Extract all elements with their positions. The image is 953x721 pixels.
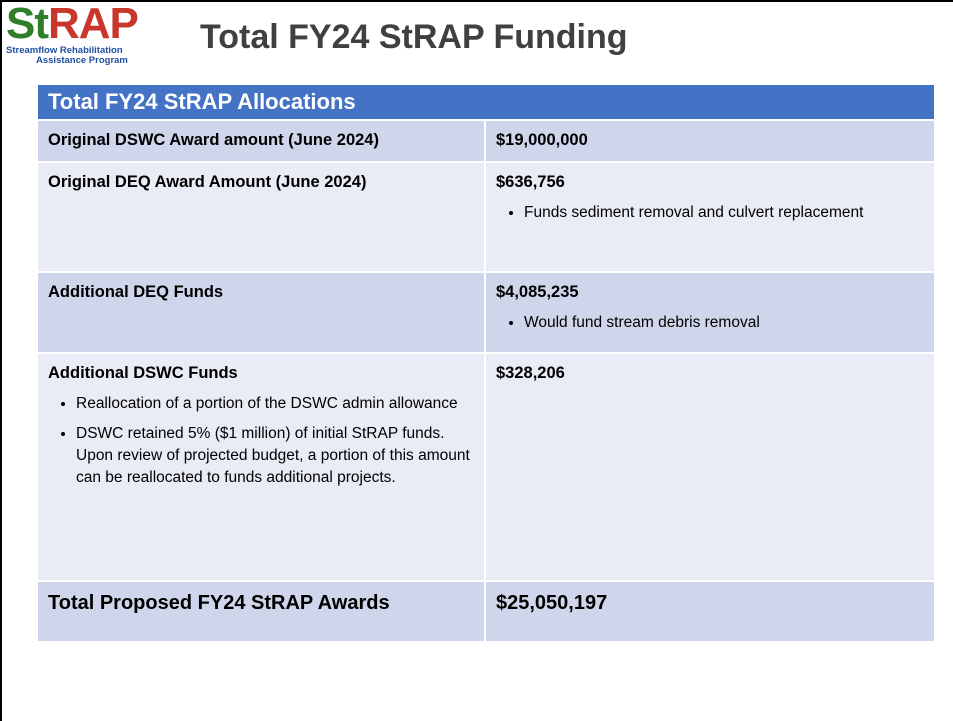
table-title: Total FY24 StRAP Allocations: [38, 85, 934, 120]
table-row: Additional DEQ Funds $4,085,235 Would fund…: [38, 271, 934, 353]
bullet: Funds sediment removal and culvert repla…: [524, 202, 924, 224]
row-label: Original DEQ Award Amount (June 2024): [48, 173, 367, 191]
table-row: Original DEQ Award Amount (June 2024) $63…: [38, 161, 934, 272]
table-row: Original DSWC Award amount (June 2024) $1…: [38, 119, 934, 162]
label-cell: Original DEQ Award Amount (June 2024): [38, 161, 486, 272]
table-body: Original DSWC Award amount (June 2024) $1…: [38, 119, 934, 641]
table-row: Additional DSWC Funds Reallocation of a p…: [38, 352, 934, 581]
bullet-list: Reallocation of a portion of the DSWC ad…: [48, 393, 474, 489]
amount-cell: $4,085,235 Would fund stream debris remov…: [485, 271, 934, 353]
amount: $4,085,235: [496, 283, 579, 301]
amount-cell: $328,206: [485, 352, 934, 581]
row-label: Original DSWC Award amount (June 2024): [48, 131, 379, 149]
table-row: Total Proposed FY24 StRAP Awards $25,050,…: [38, 580, 934, 641]
bullet-list: Funds sediment removal and culvert repla…: [496, 202, 924, 224]
slide-title: Total FY24 StRAP Funding: [200, 18, 628, 56]
logo-subtitle-line: Streamflow Rehabilitation: [6, 45, 123, 56]
table-header-row: Total FY24 StRAP Allocations: [38, 85, 934, 120]
logo-part: RAP: [48, 0, 139, 48]
bullet: Would fund stream debris removal: [524, 312, 924, 334]
amount: $19,000,000: [496, 131, 588, 149]
amount-cell: $636,756 Funds sediment removal and culve…: [485, 161, 934, 272]
row-label: Additional DEQ Funds: [48, 283, 224, 301]
amount: $25,050,197: [496, 592, 608, 614]
logo-part: St: [6, 0, 49, 48]
amount-cell: $19,000,000: [485, 119, 934, 162]
amount: $328,206: [496, 364, 565, 382]
label-cell: Total Proposed FY24 StRAP Awards: [38, 580, 486, 641]
logo: StRAP Streamflow Rehabilitation Assistanc…: [6, 2, 176, 66]
logo-subtitle-line: Assistance Program: [36, 55, 128, 66]
amount: $636,756: [496, 173, 565, 191]
bullet-list: Would fund stream debris removal: [496, 312, 924, 334]
amount-cell: $25,050,197: [485, 580, 934, 641]
label-cell: Additional DEQ Funds: [38, 271, 486, 353]
logo-subtitle: Streamflow Rehabilitation Assistance Prog…: [6, 46, 176, 66]
row-label: Total Proposed FY24 StRAP Awards: [48, 592, 390, 614]
row-label: Additional DSWC Funds: [48, 364, 238, 382]
label-cell: Original DSWC Award amount (June 2024): [38, 119, 486, 162]
logo-text: StRAP: [6, 2, 176, 46]
allocations-table: Total FY24 StRAP Allocations Original DS…: [38, 85, 934, 641]
bullet: Reallocation of a portion of the DSWC ad…: [76, 393, 474, 415]
label-cell: Additional DSWC Funds Reallocation of a p…: [38, 352, 486, 581]
bullet: DSWC retained 5% ($1 million) of initial…: [76, 423, 474, 489]
